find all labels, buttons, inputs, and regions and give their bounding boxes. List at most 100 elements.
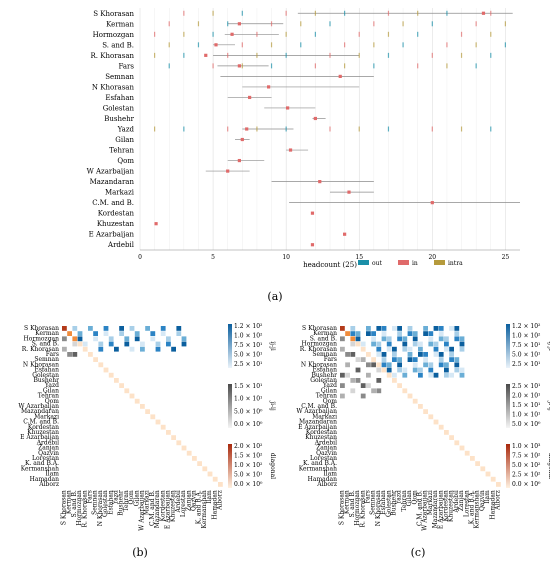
heat-cell (418, 404, 423, 409)
heat-cell (386, 362, 392, 368)
heat-cell (129, 346, 135, 352)
heat-cell (93, 331, 98, 336)
row-label: Khuzestan (305, 434, 337, 441)
row-label: Hormozgan (302, 341, 338, 348)
tick-marker (154, 126, 156, 132)
heat-cell (449, 372, 454, 378)
heat-cell (366, 331, 371, 336)
row-label: E Azarbaijan (298, 424, 337, 431)
row-label: Qom (323, 398, 338, 405)
heat-cell (350, 388, 356, 394)
heat-cell (140, 341, 145, 347)
heat-cell (428, 372, 434, 378)
column-label: Mazandaran (154, 490, 161, 528)
tick-marker (241, 63, 243, 69)
row-label: Semnan (34, 356, 59, 363)
tick-marker (270, 42, 273, 48)
column-label: Tehran (401, 490, 408, 511)
colorbar-tick: 5.0 × 10¹ (512, 352, 540, 359)
x-tick-label: 0 (138, 254, 142, 261)
tick-marker (285, 10, 287, 16)
heat-cell (412, 398, 418, 404)
row-label: W Azarbaijan (18, 403, 59, 410)
category-label: Qom (117, 157, 134, 165)
tick-marker (285, 31, 287, 37)
tick-marker (256, 52, 258, 58)
tick-marker (300, 42, 302, 48)
heat-cell (423, 326, 428, 331)
colorbar-tick: 1.5 × 10¹ (234, 383, 262, 390)
caption-c: (c) (411, 546, 426, 559)
row-label: Khuzestan (27, 429, 59, 436)
colorbar-tick: 1.0 × 10² (234, 462, 263, 469)
heat-cell (397, 362, 402, 368)
heat-cell (386, 367, 392, 373)
category-label: Golestan (103, 104, 135, 112)
colorbar-label: diagonal (269, 453, 276, 479)
category-label: Fars (119, 62, 135, 70)
category-label: S. and B. (102, 41, 134, 49)
row-label: N Khorasan (23, 361, 59, 368)
heat-cell (176, 326, 182, 331)
heat-cell (381, 352, 387, 357)
heat-cell (371, 336, 376, 342)
heat-cell (392, 378, 397, 383)
tick-marker (197, 21, 200, 27)
colorbar-tick: 1.0 × 10¹ (512, 412, 540, 419)
row-label: Qom (45, 398, 60, 405)
column-label: Ardebil (175, 490, 182, 513)
row-label: Zanjan (316, 445, 337, 452)
tick-marker (446, 63, 448, 69)
tick-marker (154, 52, 156, 58)
row-label: Markazi (312, 413, 337, 420)
column-label: Markazi (144, 490, 151, 515)
heat-cell (114, 346, 119, 352)
row-label: Hamadan (308, 476, 337, 483)
heat-cell (438, 424, 444, 430)
heat-cell (412, 336, 418, 342)
heat-cell (376, 378, 382, 383)
heat-cell (407, 326, 413, 331)
x-axis-label: headcount (25) (303, 261, 357, 269)
tick-marker (344, 10, 346, 16)
heat-cell (218, 482, 223, 487)
tick-marker (460, 31, 463, 37)
column-label: Bushehr (391, 490, 398, 516)
tick-marker (373, 21, 375, 27)
colorbar-tick: 5.0 × 10⁰ (234, 408, 263, 415)
column-label: Kerman (344, 490, 351, 514)
tick-marker (197, 42, 200, 48)
heat-cell (350, 336, 356, 342)
column-label: N Khorasan (375, 490, 382, 526)
heat-cell (166, 430, 171, 435)
tick-marker (329, 52, 331, 58)
row-label: Kordestan (28, 424, 59, 431)
heat-cell (407, 352, 413, 357)
row-label: Kerman (313, 330, 337, 337)
row-label: W Azarbaijan (296, 408, 337, 415)
column-label: Khuzestan (170, 490, 177, 522)
heat-cell (108, 341, 114, 347)
heat-cell (459, 372, 465, 378)
colorbar-tick: 1.5 × 10² (234, 453, 263, 460)
row-label: Markazi (34, 413, 59, 420)
tick-marker (168, 42, 170, 48)
heat-cell (124, 341, 130, 347)
heat-cell (371, 362, 376, 368)
heat-cell (470, 456, 475, 461)
heat-cell (407, 331, 413, 336)
column-label: Markazi (427, 490, 434, 515)
in-point (237, 158, 241, 163)
column-label: Gilan (406, 490, 413, 506)
tick-marker (417, 63, 419, 69)
column-label: Golestan (102, 490, 109, 517)
heat-cell (418, 341, 423, 347)
heat-cell (355, 357, 361, 362)
heat-cell (407, 357, 413, 362)
heat-cell (402, 341, 408, 347)
row-label: Ardebil (36, 439, 59, 446)
heat-cell (412, 367, 418, 373)
heat-cell (72, 326, 78, 331)
